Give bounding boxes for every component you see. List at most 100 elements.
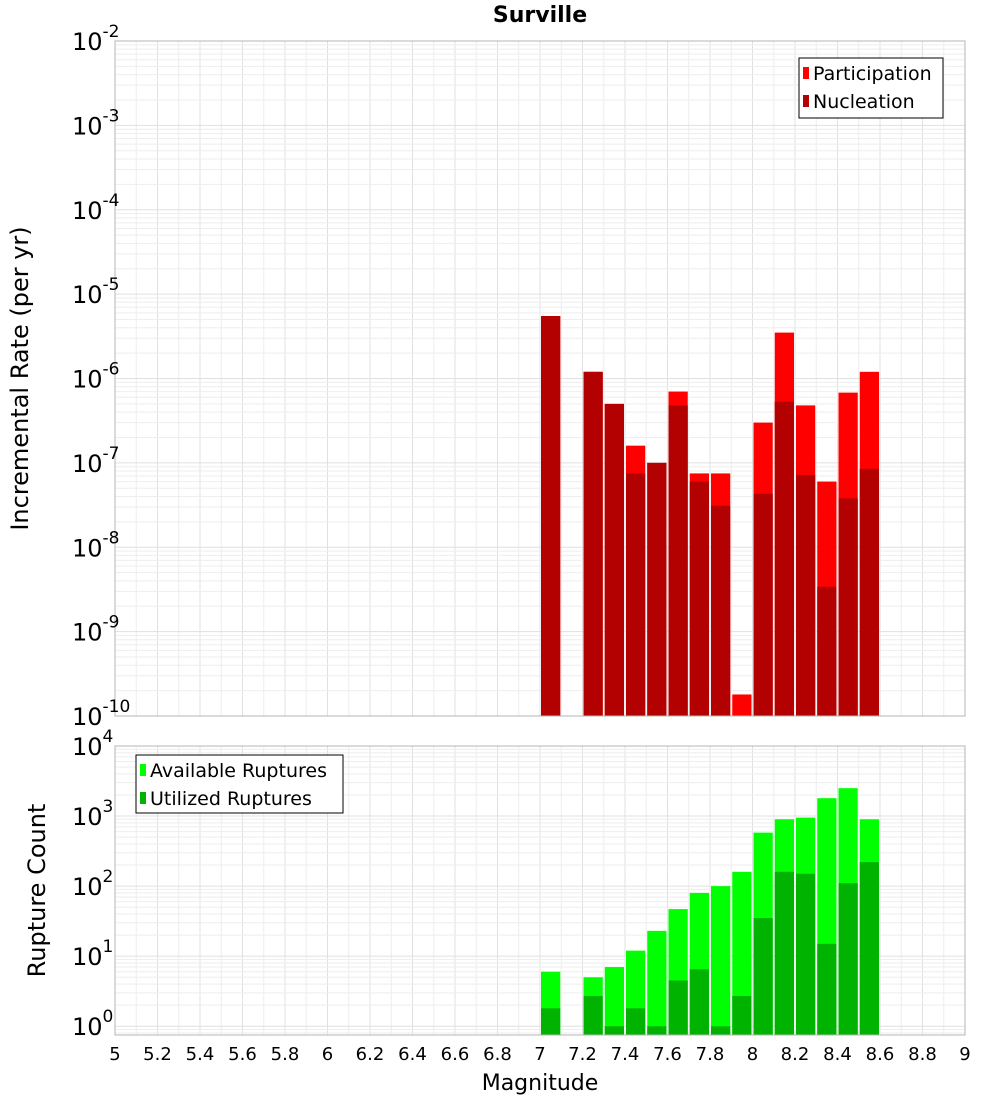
rate-bar-series-b bbox=[647, 462, 667, 716]
legend-label: Available Ruptures bbox=[150, 760, 327, 782]
y-tick-base: 10 bbox=[72, 1013, 103, 1041]
count-bar-series-a bbox=[732, 871, 752, 1035]
x-tick-label: 8.6 bbox=[866, 1044, 895, 1065]
plot-frame bbox=[114, 745, 966, 1036]
count-bar-series-b bbox=[647, 1026, 667, 1035]
rate-bar-series-b bbox=[668, 405, 688, 716]
count-bar-series-b bbox=[626, 1008, 646, 1035]
rate-plot: 10-1010-910-810-710-610-510-410-310-2Inc… bbox=[6, 3, 966, 731]
y-tick-exponent: -5 bbox=[103, 275, 120, 295]
x-tick-label: 5.8 bbox=[271, 1044, 300, 1065]
x-tick-label: 5.2 bbox=[143, 1044, 172, 1065]
y-axis-label: Rupture Count bbox=[23, 804, 51, 978]
rate-bar-series-b bbox=[583, 371, 603, 716]
x-tick-label: 8.2 bbox=[781, 1044, 810, 1065]
y-tick-base: 10 bbox=[72, 281, 103, 309]
x-tick-label: 6.2 bbox=[356, 1044, 385, 1065]
x-tick-label: 5.4 bbox=[186, 1044, 215, 1065]
x-tick-label: 7.6 bbox=[653, 1044, 682, 1065]
rate-bar-series-b bbox=[541, 316, 561, 716]
y-tick-base: 10 bbox=[72, 943, 103, 971]
y-tick-exponent: -3 bbox=[103, 106, 120, 126]
x-tick-label: 7.4 bbox=[611, 1044, 640, 1065]
y-tick-base: 10 bbox=[72, 197, 103, 225]
rate-bar-series-b bbox=[817, 586, 837, 716]
rate-bar-series-a bbox=[732, 694, 752, 716]
y-tick-base: 10 bbox=[72, 450, 103, 478]
y-tick-label: 103 bbox=[72, 797, 113, 831]
count-bar-series-a bbox=[711, 886, 731, 1035]
y-tick-label: 100 bbox=[72, 1007, 113, 1041]
y-tick-label: 102 bbox=[72, 867, 113, 901]
y-tick-label: 10-7 bbox=[72, 444, 120, 478]
count-bar-series-b bbox=[774, 871, 794, 1035]
plot-frame bbox=[114, 40, 966, 717]
y-tick-exponent: 3 bbox=[103, 797, 114, 817]
x-tick-label: 7.8 bbox=[696, 1044, 725, 1065]
count-bar-series-b bbox=[689, 969, 709, 1035]
rate-bar-series-b bbox=[604, 403, 624, 716]
chart-title: Surville bbox=[493, 3, 587, 28]
count-bar-series-b bbox=[732, 996, 752, 1035]
legend-box bbox=[135, 754, 344, 814]
count-bar-series-b bbox=[604, 1026, 624, 1035]
count-bar-series-b bbox=[668, 980, 688, 1035]
y-tick-exponent: 0 bbox=[103, 1007, 114, 1027]
y-tick-base: 10 bbox=[72, 803, 103, 831]
x-tick-label: 8 bbox=[747, 1044, 758, 1065]
rate-bar-series-b bbox=[626, 473, 646, 716]
legend-swatch bbox=[803, 67, 809, 79]
legend-swatch bbox=[140, 764, 146, 776]
y-tick-label: 10-4 bbox=[72, 191, 120, 225]
y-tick-label: 10-2 bbox=[72, 22, 120, 56]
count-bar-series-b bbox=[817, 943, 837, 1035]
count-bar-series-a bbox=[604, 967, 624, 1035]
y-tick-label: 10-10 bbox=[72, 697, 130, 731]
y-tick-base: 10 bbox=[72, 703, 103, 731]
x-tick-label: 8.8 bbox=[908, 1044, 937, 1065]
y-tick-exponent: -10 bbox=[103, 697, 131, 717]
count-bar-series-b bbox=[711, 1026, 731, 1035]
y-tick-base: 10 bbox=[72, 366, 103, 394]
y-tick-exponent: -7 bbox=[103, 444, 120, 464]
legend-label: Nucleation bbox=[813, 91, 915, 113]
y-tick-label: 104 bbox=[72, 727, 113, 761]
rate-bar-series-b bbox=[796, 474, 816, 716]
legend-swatch bbox=[803, 95, 809, 107]
y-tick-base: 10 bbox=[72, 873, 103, 901]
x-tick-label: 5 bbox=[109, 1044, 120, 1065]
count-bar-series-a bbox=[647, 930, 667, 1035]
x-tick-label: 6 bbox=[322, 1044, 333, 1065]
count-bar-series-b bbox=[583, 996, 603, 1035]
rate-bar-series-b bbox=[753, 493, 773, 716]
y-tick-base: 10 bbox=[72, 619, 103, 647]
count-bar-series-b bbox=[541, 1008, 561, 1035]
x-tick-label: 5.6 bbox=[228, 1044, 257, 1065]
x-tick-label: 8.4 bbox=[823, 1044, 852, 1065]
count-bar-series-b bbox=[753, 918, 773, 1035]
rate-bar-series-b bbox=[859, 468, 879, 716]
y-tick-label: 10-3 bbox=[72, 106, 120, 140]
y-tick-exponent: -8 bbox=[103, 528, 120, 548]
legend-box bbox=[798, 57, 944, 119]
y-tick-label: 10-9 bbox=[72, 613, 120, 647]
x-tick-label: 6.8 bbox=[483, 1044, 512, 1065]
legend-label: Participation bbox=[813, 63, 932, 85]
count-bar-series-b bbox=[796, 873, 816, 1035]
y-tick-exponent: 4 bbox=[103, 727, 114, 747]
y-tick-exponent: -9 bbox=[103, 613, 120, 633]
y-tick-base: 10 bbox=[72, 733, 103, 761]
count-bar-series-b bbox=[838, 883, 858, 1035]
y-tick-base: 10 bbox=[72, 28, 103, 56]
x-tick-label: 9 bbox=[959, 1044, 970, 1065]
rate-bar-series-b bbox=[838, 498, 858, 716]
y-tick-label: 101 bbox=[72, 937, 113, 971]
legend-label: Utilized Ruptures bbox=[150, 788, 312, 810]
y-tick-label: 10-6 bbox=[72, 360, 120, 394]
rate-bar-series-b bbox=[711, 505, 731, 716]
legend-swatch bbox=[140, 792, 146, 804]
count-bar-series-b bbox=[859, 862, 879, 1035]
